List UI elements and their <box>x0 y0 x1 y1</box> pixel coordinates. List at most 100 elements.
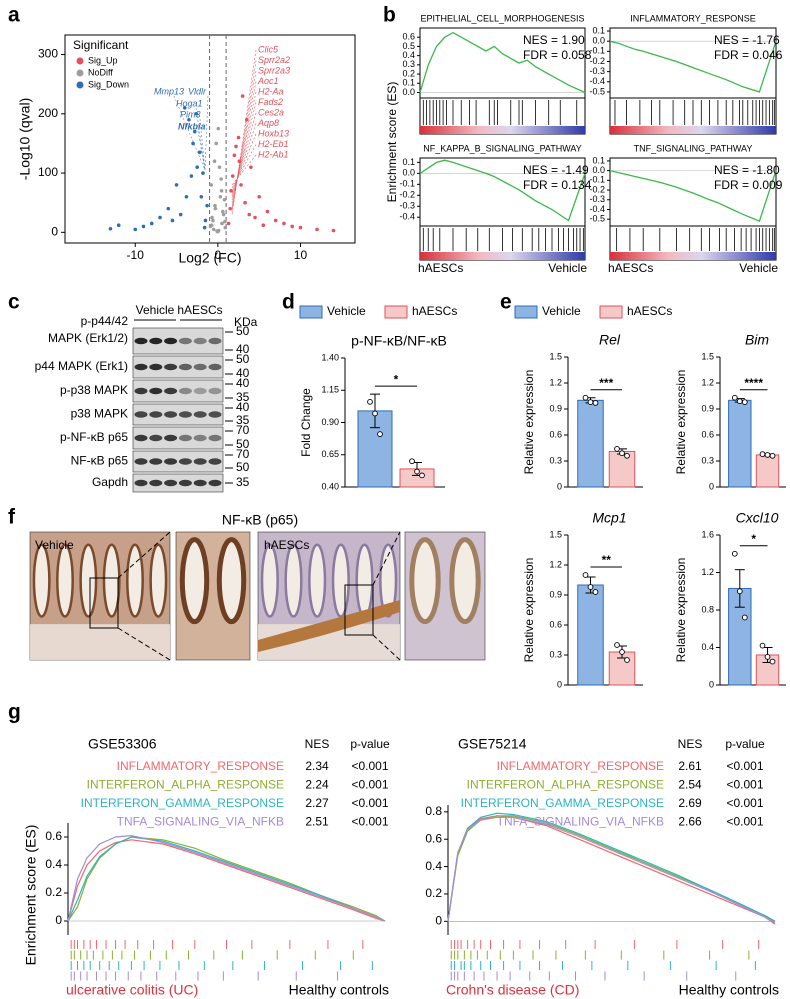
column-header: p-value <box>350 737 390 751</box>
bar <box>577 584 604 686</box>
legend-label: Sig_Down <box>88 79 129 89</box>
gene-label: Hoga1 <box>176 98 203 108</box>
y-tick-label: 1.6 <box>701 529 714 539</box>
data-point <box>741 614 748 621</box>
nes-value: 2.69 <box>678 796 702 810</box>
y-tick-label: 0.1 <box>592 25 605 35</box>
point <box>221 209 225 214</box>
y-tick-label: 0.1 <box>592 155 605 165</box>
y-tick-label: 0.9 <box>549 403 562 413</box>
y-tick-label: -0.4 <box>589 76 605 86</box>
point <box>210 215 214 220</box>
y-tick-label: 0 <box>557 481 562 491</box>
leader-line <box>231 154 257 186</box>
rank-strip <box>610 126 776 134</box>
data-point <box>769 658 776 665</box>
legend-swatch <box>514 305 538 319</box>
blot-box <box>132 327 224 355</box>
data-point <box>419 472 425 479</box>
chart-title: Mcp1 <box>592 510 626 526</box>
crypt <box>32 543 51 618</box>
column-header: NES <box>305 737 330 751</box>
gene-label: Sprr2a2 <box>258 55 290 65</box>
point <box>174 183 179 187</box>
y-tick-label: 1.5 <box>549 529 562 539</box>
point <box>273 218 278 223</box>
es-curve <box>67 839 386 922</box>
y-tick-label: -0.3 <box>399 201 415 211</box>
p-value: <0.001 <box>726 796 763 810</box>
gene-label: H2-Aa <box>258 86 284 96</box>
roi-box <box>89 577 119 629</box>
band <box>208 458 222 465</box>
data-point <box>736 398 743 405</box>
y-axis-label: Relative expression <box>674 558 688 663</box>
y-tick-label: 0.2 <box>402 68 415 78</box>
row-label: p44 MAPK (Erk1) <box>35 359 128 373</box>
nes-value: 2.51 <box>305 815 329 829</box>
band <box>193 458 207 465</box>
significance: ** <box>602 553 612 567</box>
p-value: <0.001 <box>351 778 388 792</box>
data-point <box>409 458 415 465</box>
annotation: NES = 1.90 <box>523 33 585 47</box>
band <box>134 337 148 345</box>
leader-line <box>231 112 257 198</box>
point <box>220 221 224 226</box>
row-label: p-p38 MAPK <box>60 383 128 397</box>
nes-value: 2.66 <box>678 815 702 829</box>
band <box>178 363 192 371</box>
band <box>149 411 163 418</box>
bar <box>755 454 780 488</box>
leader-line <box>199 118 206 171</box>
leader-line <box>231 81 257 207</box>
crypt <box>260 543 279 618</box>
x-axis-label: Log2 (FC) <box>178 250 241 266</box>
band <box>164 479 178 487</box>
x-end-label: Healthy controls <box>679 982 779 998</box>
band <box>208 434 222 442</box>
rank-strip <box>420 126 585 134</box>
marker-label: 35 <box>236 390 250 404</box>
annotation: NES = -1.49 <box>523 163 589 177</box>
gene-set-name: INTERFERON_ALPHA_RESPONSE <box>467 778 664 792</box>
band <box>164 387 178 395</box>
ihc-title: NF-κB (p65) <box>222 512 298 528</box>
legend-label: Vehicle <box>327 304 366 318</box>
y-tick-label: -0.5 <box>589 214 605 224</box>
y-tick-label: 300 <box>38 47 58 61</box>
y-tick-label: 0.6 <box>425 831 442 845</box>
panel-label: b <box>383 4 396 27</box>
point <box>249 165 253 169</box>
band <box>193 363 207 371</box>
annotation: FDR = 0.134 <box>523 178 592 192</box>
panel-title: NF_KAPPA_B_SIGNALING_PATHWAY <box>423 143 582 153</box>
y-tick-label: 0 <box>557 679 562 689</box>
legend-label: Sig_Up <box>88 55 118 65</box>
unit-label: KDa <box>234 315 258 329</box>
leader-line <box>231 91 257 204</box>
band <box>134 387 148 395</box>
x-end-label: Vehicle <box>739 261 778 275</box>
es-curve <box>419 31 586 94</box>
point <box>236 135 241 140</box>
row-label: NF-κB p65 <box>71 454 129 468</box>
row-label: p-p44/42 <box>81 314 129 328</box>
point <box>219 189 224 193</box>
band <box>134 434 148 442</box>
x-end-label: ulcerative colitis (UC) <box>66 982 198 998</box>
band <box>149 363 163 371</box>
point <box>228 206 233 211</box>
y-tick-label: 0 <box>709 679 714 689</box>
gene-label: H2-Ab1 <box>258 149 289 159</box>
crypt <box>179 537 210 625</box>
band <box>149 387 163 395</box>
y-tick-label: 0.6 <box>549 619 562 629</box>
es-curve <box>609 169 777 222</box>
band <box>149 458 163 465</box>
gene-label: Sprr2a3 <box>258 65 290 75</box>
y-axis-label: Relative expression <box>674 370 688 475</box>
y-tick-label: 0.4 <box>701 642 714 652</box>
y-tick-label: 0.1 <box>402 78 415 88</box>
x-end-label: Healthy controls <box>289 982 389 998</box>
